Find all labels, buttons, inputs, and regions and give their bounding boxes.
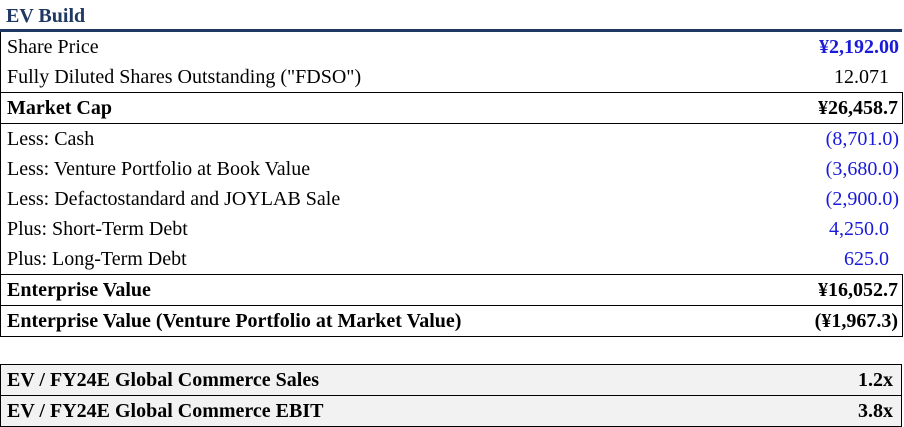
title-divider <box>0 29 902 32</box>
row-value[interactable]: 3.8x <box>858 400 893 422</box>
row-label: Less: Cash <box>7 128 95 150</box>
row-label: Enterprise Value (Venture Portfolio at M… <box>7 310 462 332</box>
page-title: EV Build <box>6 5 86 27</box>
row-less-venture-portfolio[interactable]: Less: Venture Portfolio at Book Value (3… <box>1 154 903 184</box>
row-label: EV / FY24E Global Commerce Sales <box>7 369 320 391</box>
row-share-price[interactable]: Share Price ¥2,192.00 <box>1 32 903 62</box>
row-value[interactable]: (8,701.0) <box>825 128 899 150</box>
row-value[interactable]: 625.0 <box>844 248 889 270</box>
row-label: Less: Defactostandard and JOYLAB Sale <box>7 188 341 210</box>
row-less-cash[interactable]: Less: Cash (8,701.0) <box>1 124 903 154</box>
row-ev-sales[interactable]: EV / FY24E Global Commerce Sales 1.2x <box>1 365 901 395</box>
row-label: Plus: Short-Term Debt <box>7 218 188 240</box>
row-label: Less: Venture Portfolio at Book Value <box>7 158 311 180</box>
row-value[interactable]: 4,250.0 <box>829 218 889 240</box>
row-label: Fully Diluted Shares Outstanding ("FDSO"… <box>7 66 362 88</box>
row-value[interactable]: ¥2,192.00 <box>819 36 899 58</box>
row-label: Share Price <box>7 36 99 58</box>
row-ev-ebit[interactable]: EV / FY24E Global Commerce EBIT 3.8x <box>1 395 901 426</box>
row-label: EV / FY24E Global Commerce EBIT <box>7 400 324 422</box>
row-less-defactostandard[interactable]: Less: Defactostandard and JOYLAB Sale (2… <box>1 184 903 214</box>
row-market-cap[interactable]: Market Cap ¥26,458.7 <box>1 92 903 124</box>
row-short-term-debt[interactable]: Plus: Short-Term Debt 4,250.0 <box>1 214 903 244</box>
row-value[interactable]: ¥26,458.7 <box>818 97 898 119</box>
row-fdso[interactable]: Fully Diluted Shares Outstanding ("FDSO"… <box>1 62 903 92</box>
row-value[interactable]: (¥1,967.3) <box>814 310 898 332</box>
row-label: Market Cap <box>7 97 112 119</box>
row-enterprise-value-market[interactable]: Enterprise Value (Venture Portfolio at M… <box>1 306 903 337</box>
row-value[interactable]: 12.071 <box>834 66 889 88</box>
row-value[interactable]: (3,680.0) <box>825 158 899 180</box>
row-long-term-debt[interactable]: Plus: Long-Term Debt 625.0 <box>1 244 903 274</box>
row-value[interactable]: ¥16,052.7 <box>818 279 898 301</box>
row-value[interactable]: (2,900.0) <box>825 188 899 210</box>
ev-build-table: Share Price ¥2,192.00 Fully Diluted Shar… <box>0 32 903 337</box>
row-value[interactable]: 1.2x <box>858 369 893 391</box>
multiples-table: EV / FY24E Global Commerce Sales 1.2x EV… <box>0 364 902 427</box>
row-enterprise-value[interactable]: Enterprise Value ¥16,052.7 <box>1 274 903 306</box>
row-label: Plus: Long-Term Debt <box>7 248 187 270</box>
row-label: Enterprise Value <box>7 279 151 301</box>
